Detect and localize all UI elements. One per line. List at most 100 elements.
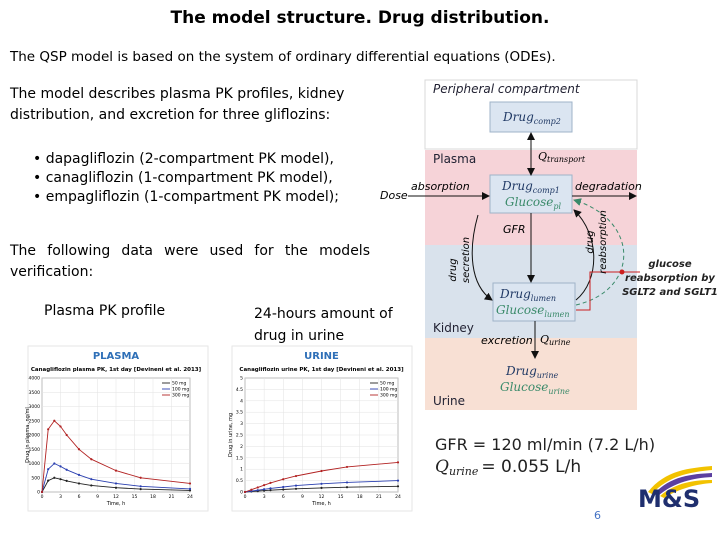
data-point: [282, 485, 285, 489]
y-tick-label: 1500: [29, 447, 41, 453]
logo-stripe: [648, 466, 712, 494]
y-tick-label: 0: [240, 490, 243, 496]
y-tick-label: 3000: [29, 404, 41, 410]
x-tick-label: 24: [395, 494, 401, 500]
data-point: [90, 458, 93, 461]
logo-text: M&S: [638, 485, 700, 513]
data-point: [269, 489, 272, 492]
data-point: [40, 490, 44, 494]
data-point: [320, 482, 323, 485]
page-number: 6: [594, 509, 601, 522]
x-tick-label: 21: [376, 494, 382, 500]
flow-label: reabsorption: [598, 210, 609, 274]
data-point: [345, 481, 349, 484]
annotation: glucose: [648, 259, 691, 270]
y-axis-label: Drug in urine, mg: [228, 413, 234, 457]
data-point: [139, 488, 142, 491]
data-point: [53, 462, 56, 465]
y-tick-label: 1: [240, 467, 243, 473]
data-point: [90, 478, 93, 481]
node-label: Druglumen: [499, 287, 556, 303]
series-line: [41, 462, 191, 493]
data-point: [294, 474, 298, 478]
node-box: [492, 282, 576, 322]
x-tick-label: 21: [169, 494, 175, 500]
x-tick-label: 12: [319, 494, 325, 500]
data-point: [139, 476, 142, 479]
data-point: [114, 486, 118, 489]
y-tick-label: 5: [240, 376, 243, 382]
x-tick-label: 3: [59, 494, 62, 500]
slide-title: The model structure. Drug distribution.: [170, 8, 550, 28]
data-point: [65, 479, 68, 482]
x-axis-label: Time, h: [311, 501, 331, 507]
data-point: [77, 473, 81, 476]
x-tick-label: 12: [113, 494, 119, 500]
data-point: [53, 476, 56, 479]
legend-label: 100 mg: [380, 387, 397, 393]
data-point: [59, 425, 62, 428]
data-point: [53, 419, 56, 422]
flow-label: secretion: [461, 237, 472, 283]
data-point: [282, 488, 285, 491]
logo-stripe: [660, 480, 712, 498]
verification-text: The following data were used for the mod…: [10, 243, 370, 280]
data-point: [256, 486, 259, 489]
node-label: Drug: [502, 110, 534, 124]
y-tick-label: 2500: [29, 418, 41, 424]
x-tick-label: 6: [282, 494, 285, 500]
data-point: [269, 481, 272, 484]
legend-label: 100 mg: [172, 387, 189, 393]
x-tick-label: 24: [187, 494, 193, 500]
formula-sub: urine: [449, 465, 479, 478]
node-sub: comp2: [534, 117, 561, 126]
arrow: [471, 214, 493, 301]
flow-sub: transport: [547, 155, 586, 164]
data-point: [320, 486, 323, 489]
x-tick-label: 18: [150, 494, 156, 500]
data-point: [188, 482, 192, 485]
chart-header: PLASMA: [93, 351, 140, 362]
drug-list: • dapagliflozin (2-compartment PK model)…: [33, 150, 339, 207]
node-sub: lumen: [544, 310, 569, 319]
urine-band: [425, 338, 637, 410]
data-point: [47, 479, 50, 482]
node-label: Glucose: [500, 380, 548, 394]
x-tick-label: 9: [96, 494, 99, 500]
node-label: Drug: [505, 364, 537, 378]
flow-label: Dose: [380, 189, 408, 202]
y-tick-label: 1.5: [236, 455, 243, 461]
data-point: [65, 468, 68, 471]
legend-label: 300 mg: [380, 393, 397, 399]
flow-label: absorption: [411, 180, 470, 193]
data-point: [243, 490, 247, 494]
node-label: Drugurine: [505, 364, 558, 380]
x-axis-label: Time, h: [106, 501, 126, 507]
series-line: [41, 477, 191, 493]
data-point: [59, 478, 62, 481]
node-sub: comp1: [533, 186, 560, 195]
compartment-label: Peripheral compartment: [433, 82, 581, 96]
logo-stripe: [654, 473, 712, 496]
series-line: [244, 480, 399, 493]
flow-label: drug: [585, 230, 596, 253]
flow-label: GFR: [503, 223, 526, 236]
node-label: Drugcomp1: [501, 179, 560, 195]
flow-sub: urine: [549, 338, 571, 347]
data-point: [396, 485, 400, 488]
y-tick-label: 3500: [29, 390, 41, 396]
x-tick-label: 6: [78, 494, 81, 500]
legend-label: 300 mg: [172, 393, 189, 399]
flow-label: excretion: [481, 334, 533, 347]
compartment-label: Kidney: [433, 321, 474, 335]
description-text: The model describes plasma PK profiles, …: [10, 86, 345, 123]
y-tick-label: 4000: [29, 376, 41, 382]
chart-title: Canagliflozin plasma PK, 1st day [Devine…: [31, 367, 202, 373]
drug-item: • dapagliflozin (2-compartment PK model)…: [33, 151, 334, 167]
chart-header: URINE: [304, 351, 339, 362]
flow-label: degradation: [575, 180, 642, 193]
y-tick-label: 1000: [29, 461, 41, 467]
data-point: [263, 484, 266, 487]
annotation: SGLT2 and SGLT1: [622, 287, 718, 298]
